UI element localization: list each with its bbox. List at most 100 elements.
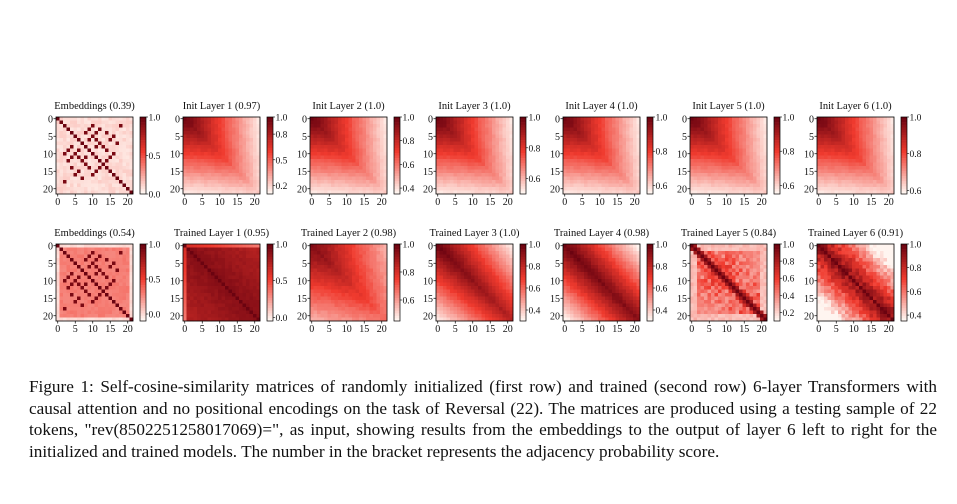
heatmap-cell xyxy=(827,145,832,149)
heatmap-cell xyxy=(183,124,187,128)
heatmap-cell xyxy=(63,190,67,195)
heatmap-cell xyxy=(242,265,247,269)
heatmap-cell xyxy=(70,131,74,135)
colorbar-step xyxy=(647,127,653,131)
colorbar-step xyxy=(774,140,780,143)
heatmap-cell xyxy=(126,289,130,294)
heatmap-cell xyxy=(200,303,205,308)
heatmap-cell xyxy=(471,173,475,177)
heatmap-cell xyxy=(495,124,500,128)
heatmap-cell xyxy=(320,131,325,135)
heatmap-cell xyxy=(84,124,88,128)
heatmap-cell xyxy=(256,310,261,315)
heatmap-cell xyxy=(313,183,318,188)
heatmap-cell xyxy=(693,173,698,177)
heatmap-cell xyxy=(718,138,722,142)
heatmap-cell xyxy=(197,317,201,322)
heatmap-cell xyxy=(852,127,856,132)
heatmap-cell xyxy=(735,169,740,174)
heatmap-cell xyxy=(492,141,496,146)
heatmap-cell xyxy=(580,180,585,184)
heatmap-cell xyxy=(732,141,736,146)
heatmap-cell xyxy=(457,169,461,174)
heatmap-cell xyxy=(563,176,567,181)
heatmap-cell xyxy=(499,159,503,163)
heatmap-cell xyxy=(94,141,99,146)
heatmap-cell xyxy=(739,190,743,195)
heatmap-cell xyxy=(591,169,595,174)
heatmap-cell xyxy=(601,173,606,177)
heatmap-cell xyxy=(608,152,613,156)
heatmap-cell xyxy=(855,127,860,132)
heatmap-cell xyxy=(98,145,102,149)
heatmap-cell xyxy=(246,127,250,132)
heatmap-cell xyxy=(126,300,130,304)
heatmap-cell xyxy=(866,141,870,146)
heatmap-cell xyxy=(91,286,95,290)
heatmap-cell xyxy=(246,254,250,259)
heatmap-cell xyxy=(126,293,130,297)
heatmap-cell xyxy=(707,190,712,195)
heatmap-cell xyxy=(862,141,867,146)
heatmap-cell xyxy=(753,162,757,167)
heatmap-cell xyxy=(119,303,123,308)
heatmap-cell xyxy=(249,117,254,121)
heatmap-cell xyxy=(506,141,510,146)
heatmap-cell xyxy=(704,127,708,132)
heatmap-cell xyxy=(577,152,581,156)
heatmap-cell xyxy=(763,120,768,125)
heatmap-cell xyxy=(831,166,835,170)
heatmap-cell xyxy=(232,286,236,290)
heatmap-cell xyxy=(246,120,250,125)
heatmap-cell xyxy=(338,138,342,142)
heatmap-cell xyxy=(725,169,729,174)
heatmap-cell xyxy=(838,155,842,160)
colorbar-step xyxy=(394,168,400,172)
heatmap-cell xyxy=(714,117,719,121)
heatmap-cell xyxy=(63,152,67,156)
colorbar-step xyxy=(520,176,526,179)
colorbar-step xyxy=(267,147,273,151)
heatmap-cell xyxy=(376,124,381,128)
heatmap-cell xyxy=(383,183,388,188)
heatmap-cell xyxy=(105,180,109,184)
heatmap-cell xyxy=(380,254,384,259)
heatmap-cell xyxy=(443,124,447,128)
heatmap-cell xyxy=(207,282,212,287)
heatmap-cell xyxy=(242,131,247,135)
heatmap-cell xyxy=(221,282,226,287)
heatmap-cell xyxy=(450,187,454,191)
heatmap-cell xyxy=(464,141,468,146)
heatmap-cell xyxy=(59,183,64,188)
colorbar-step xyxy=(394,140,400,143)
heatmap-cell xyxy=(80,127,85,132)
heatmap-cell xyxy=(697,180,701,184)
heatmap-cell xyxy=(742,148,747,153)
heatmap-cell xyxy=(70,310,74,315)
heatmap-cell xyxy=(122,268,127,273)
heatmap-cell xyxy=(481,124,486,128)
heatmap-cell xyxy=(59,244,64,248)
heatmap-cell xyxy=(115,244,120,248)
heatmap-cell xyxy=(362,131,367,135)
heatmap-cell xyxy=(457,134,461,139)
heatmap-cell xyxy=(126,310,130,315)
heatmap-cell xyxy=(711,152,715,156)
heatmap-cell xyxy=(228,314,233,318)
heatmap-cell xyxy=(253,275,257,280)
heatmap-cell xyxy=(63,169,67,174)
heatmap-cell xyxy=(63,314,67,318)
heatmap-cell xyxy=(63,127,67,132)
heatmap-cell xyxy=(228,127,233,132)
heatmap-cell xyxy=(70,268,74,273)
heatmap-cell xyxy=(183,190,187,195)
heatmap-cell xyxy=(383,180,388,184)
heatmap-cell xyxy=(66,258,71,262)
heatmap-cell xyxy=(756,152,761,156)
heatmap-cell xyxy=(492,127,496,132)
heatmap-cell xyxy=(70,134,74,139)
heatmap-cell xyxy=(101,268,106,273)
heatmap-cell xyxy=(197,155,201,160)
heatmap-cell xyxy=(732,180,736,184)
heatmap-cell xyxy=(467,169,472,174)
